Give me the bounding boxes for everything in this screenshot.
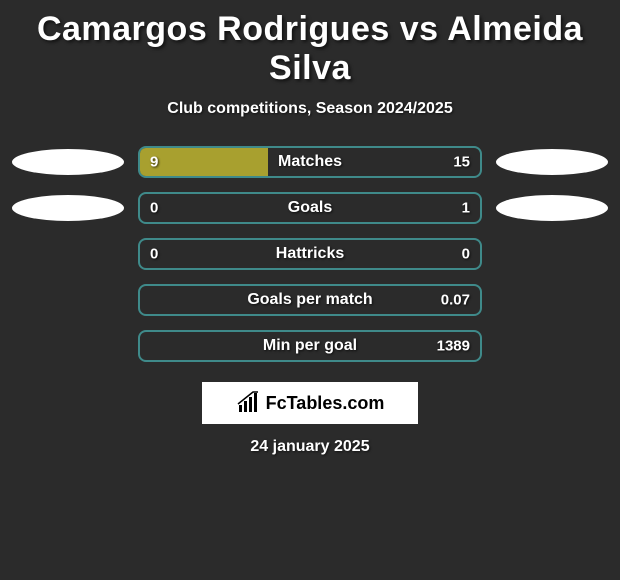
stat-label: Hattricks <box>276 245 344 263</box>
subtitle: Club competitions, Season 2024/2025 <box>0 100 620 118</box>
stat-label: Goals per match <box>247 291 372 309</box>
player-right-indicator <box>496 149 608 175</box>
stat-value-right: 0 <box>462 246 470 263</box>
page-title: Camargos Rodrigues vs Almeida Silva <box>0 10 620 88</box>
stat-bar: 9 Matches 15 <box>138 146 482 178</box>
stat-bar-fill <box>140 148 268 176</box>
comparison-row: 9 Matches 15 <box>0 146 620 178</box>
chart-icon <box>236 391 260 415</box>
stat-bar: Goals per match 0.07 <box>138 284 482 316</box>
stat-label: Min per goal <box>263 337 357 355</box>
stat-value-right: 1389 <box>437 338 470 355</box>
stat-value-right: 1 <box>462 200 470 217</box>
player-left-indicator <box>12 149 124 175</box>
stat-value-right: 0.07 <box>441 292 470 309</box>
stat-value-left: 9 <box>150 154 158 171</box>
footer-date: 24 january 2025 <box>0 438 620 456</box>
comparison-row: Goals per match 0.07 <box>0 284 620 316</box>
brand-text: FcTables.com <box>266 393 385 414</box>
stat-value-right: 15 <box>453 154 470 171</box>
stat-bar: Min per goal 1389 <box>138 330 482 362</box>
stat-bar: 0 Goals 1 <box>138 192 482 224</box>
player-left-indicator <box>12 195 124 221</box>
stat-value-left: 0 <box>150 246 158 263</box>
stat-bar: 0 Hattricks 0 <box>138 238 482 270</box>
player-right-indicator <box>496 195 608 221</box>
brand-logo: FcTables.com <box>202 382 418 424</box>
comparison-row: Min per goal 1389 <box>0 330 620 362</box>
comparison-row: 0 Hattricks 0 <box>0 238 620 270</box>
stat-label: Matches <box>278 153 342 171</box>
stat-label: Goals <box>288 199 332 217</box>
stat-value-left: 0 <box>150 200 158 217</box>
comparison-row: 0 Goals 1 <box>0 192 620 224</box>
comparison-table: 9 Matches 15 0 Goals 1 0 Hattricks 0 Goals per ma… <box>0 146 620 362</box>
